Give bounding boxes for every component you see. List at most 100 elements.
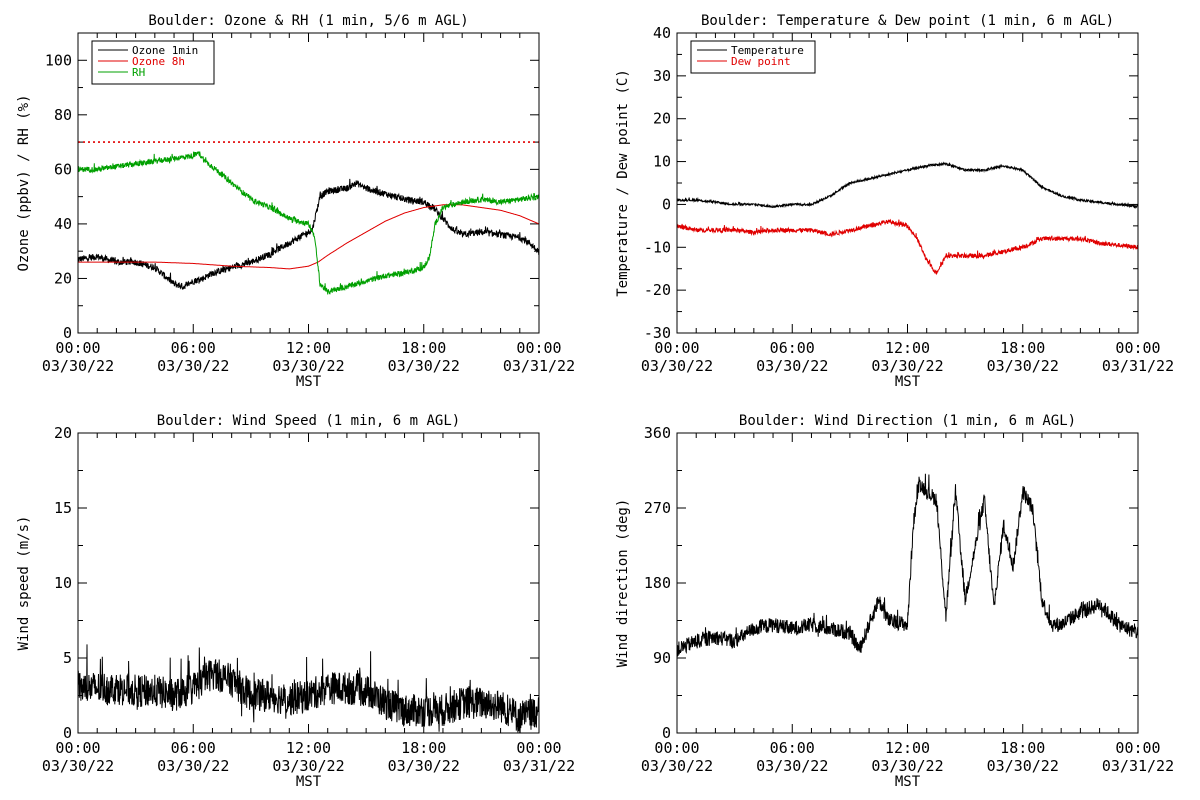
x-tick-date: 03/31/22 — [503, 757, 575, 775]
chart-title: Boulder: Wind Direction (1 min, 6 m AGL) — [739, 413, 1076, 429]
y-tick-label: 20 — [54, 269, 72, 287]
y-tick-label: 30 — [653, 67, 671, 85]
x-tick-date: 03/30/22 — [987, 357, 1059, 375]
y-tick-label: 180 — [644, 574, 671, 592]
x-tick-time: 12:00 — [286, 739, 331, 757]
y-tick-label: 270 — [644, 499, 671, 517]
y-axis-label: Wind speed (m/s) — [16, 516, 32, 651]
x-tick-time: 00:00 — [516, 339, 561, 357]
y-tick-label: 20 — [653, 110, 671, 128]
series-line-data — [78, 644, 539, 733]
series-line-ozone-1min — [78, 178, 539, 290]
x-axis-label: MST — [895, 374, 921, 390]
y-tick-label: 10 — [653, 153, 671, 171]
y-tick-label: -10 — [644, 238, 671, 256]
x-tick-date: 03/30/22 — [388, 357, 460, 375]
x-tick-date: 03/30/22 — [388, 757, 460, 775]
x-tick-time: 00:00 — [516, 739, 561, 757]
x-tick-date: 03/30/22 — [42, 757, 114, 775]
y-tick-label: 10 — [54, 574, 72, 592]
x-tick-date: 03/30/22 — [42, 357, 114, 375]
x-tick-time: 06:00 — [171, 339, 216, 357]
x-tick-date: 03/31/22 — [1102, 357, 1174, 375]
x-tick-time: 18:00 — [1000, 339, 1045, 357]
x-tick-date: 03/30/22 — [272, 757, 344, 775]
x-tick-time: 00:00 — [1115, 739, 1160, 757]
legend-label: Temperature — [731, 44, 804, 57]
legend-label: RH — [132, 66, 145, 79]
x-tick-date: 03/30/22 — [987, 757, 1059, 775]
y-axis-label: Wind direction (deg) — [615, 499, 631, 668]
x-tick-time: 12:00 — [885, 739, 930, 757]
y-tick-label: 5 — [63, 649, 72, 667]
y-tick-label: -30 — [644, 324, 671, 342]
plot-frame — [676, 32, 1139, 334]
x-tick-time: 12:00 — [286, 339, 331, 357]
y-tick-label: 40 — [653, 24, 671, 42]
series-line-ozone-8h — [78, 204, 539, 270]
legend-box — [690, 40, 816, 74]
x-axis-label: MST — [296, 374, 322, 390]
y-tick-label: 360 — [644, 424, 671, 442]
series-line-temperature — [677, 161, 1138, 210]
x-axis-label: MST — [895, 774, 921, 790]
x-tick-date: 03/30/22 — [641, 757, 713, 775]
x-tick-time: 18:00 — [401, 339, 446, 357]
x-tick-time: 00:00 — [55, 339, 100, 357]
x-tick-time: 06:00 — [171, 739, 216, 757]
legend-label: Dew point — [731, 55, 791, 68]
plot-frame — [676, 432, 1139, 734]
x-tick-date: 03/31/22 — [1102, 757, 1174, 775]
plot-frame — [77, 432, 540, 734]
chart-panel-1: Boulder: Ozone & RH (1 min, 5/6 m AGL) Oz… — [16, 13, 575, 390]
x-tick-time: 00:00 — [654, 339, 699, 357]
x-tick-date: 03/30/22 — [157, 757, 229, 775]
legend-box — [91, 40, 215, 85]
y-tick-label: 15 — [54, 499, 72, 517]
y-tick-label: 0 — [63, 724, 72, 742]
legend-label: Ozone 1min — [132, 44, 198, 57]
y-tick-label: 0 — [662, 724, 671, 742]
x-tick-time: 00:00 — [1115, 339, 1160, 357]
chart-panel-2: Boulder: Temperature & Dew point (1 min,… — [615, 13, 1174, 390]
y-axis-label: Temperature / Dew point (C) — [615, 69, 631, 297]
x-tick-time: 00:00 — [654, 739, 699, 757]
y-tick-label: -20 — [644, 281, 671, 299]
x-tick-date: 03/31/22 — [503, 357, 575, 375]
x-tick-date: 03/30/22 — [157, 357, 229, 375]
x-tick-date: 03/30/22 — [756, 757, 828, 775]
x-tick-date: 03/30/22 — [641, 357, 713, 375]
x-tick-time: 06:00 — [770, 339, 815, 357]
y-axis-label: Ozone (ppbv) / RH (%) — [16, 94, 32, 271]
x-tick-time: 18:00 — [401, 739, 446, 757]
x-tick-date: 03/30/22 — [871, 757, 943, 775]
y-tick-label: 60 — [54, 160, 72, 178]
series-line-dew-point — [677, 218, 1138, 276]
chart-panel-4: Boulder: Wind Direction (1 min, 6 m AGL)… — [615, 413, 1174, 790]
x-tick-time: 12:00 — [885, 339, 930, 357]
legend-label: Ozone 8h — [132, 55, 185, 68]
y-tick-label: 90 — [653, 649, 671, 667]
y-tick-label: 20 — [54, 424, 72, 442]
series-line-rh — [78, 151, 539, 295]
x-tick-time: 18:00 — [1000, 739, 1045, 757]
x-tick-date: 03/30/22 — [871, 357, 943, 375]
y-tick-label: 0 — [63, 324, 72, 342]
y-tick-label: 80 — [54, 106, 72, 124]
x-tick-date: 03/30/22 — [756, 357, 828, 375]
chart-title: Boulder: Wind Speed (1 min, 6 m AGL) — [157, 413, 460, 429]
chart-title: Boulder: Temperature & Dew point (1 min,… — [701, 13, 1114, 29]
plot-frame — [77, 32, 540, 334]
chart-panel-3: Boulder: Wind Speed (1 min, 6 m AGL) Wind… — [16, 413, 575, 790]
series-line-data — [677, 473, 1138, 657]
y-tick-label: 40 — [54, 215, 72, 233]
x-tick-time: 00:00 — [55, 739, 100, 757]
x-tick-date: 03/30/22 — [272, 357, 344, 375]
x-axis-label: MST — [296, 774, 322, 790]
x-tick-time: 06:00 — [770, 739, 815, 757]
chart-title: Boulder: Ozone & RH (1 min, 5/6 m AGL) — [148, 13, 468, 29]
y-tick-label: 0 — [662, 195, 671, 213]
